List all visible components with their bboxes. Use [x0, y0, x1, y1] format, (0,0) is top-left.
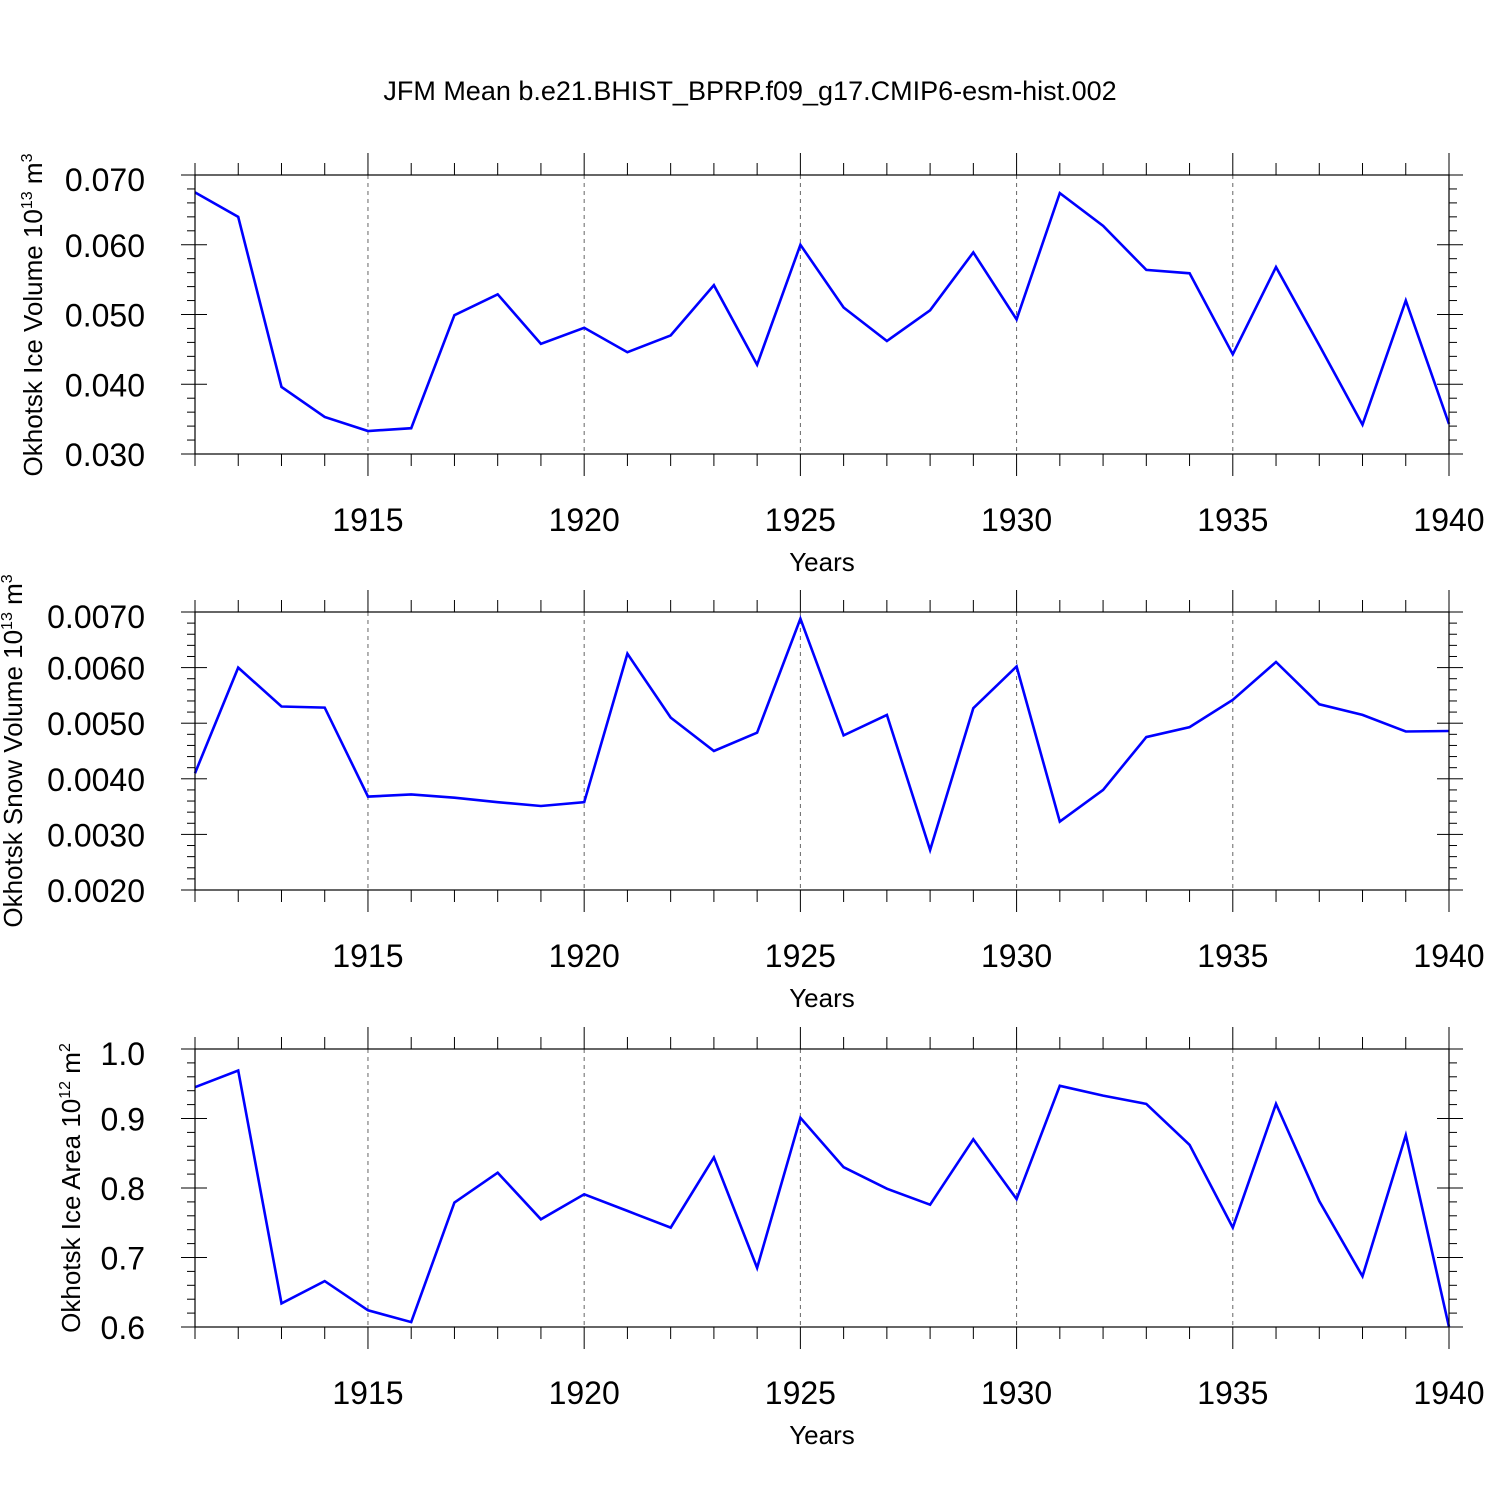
y-tick-label: 0.0060: [47, 651, 145, 687]
y-axis-label-unit: m: [18, 162, 48, 191]
x-axis-label: Years: [789, 1420, 855, 1450]
x-tick-label: 1940: [1413, 1375, 1484, 1411]
y-tick-label: 0.6: [101, 1310, 145, 1346]
x-tick-label: 1915: [332, 938, 403, 974]
series-line-1: [194, 1068, 1451, 1328]
y-tick-label: 0.8: [101, 1171, 145, 1207]
x-tick-label: 1940: [1413, 938, 1484, 974]
y-tick-label: 0.0020: [47, 873, 145, 909]
y-tick-label: 0.030: [65, 437, 145, 473]
x-tick-label: 1935: [1197, 502, 1268, 538]
y-axis-label-unit-exponent: 3: [19, 153, 36, 162]
plot-frame: [194, 1048, 1450, 1328]
x-tick-label: 1925: [765, 938, 836, 974]
y-axis-label-unit-exponent: 2: [57, 1043, 74, 1052]
x-tick-label: 1925: [765, 1375, 836, 1411]
x-tick-label: 1930: [981, 1375, 1052, 1411]
y-tick-label: 0.9: [101, 1102, 145, 1138]
x-tick-label: 1920: [549, 938, 620, 974]
y-axis-label: Okhotsk Ice Volume 1013 m3: [18, 153, 48, 476]
y-tick-label: 0.050: [65, 298, 145, 334]
y-tick-label: 0.070: [65, 162, 145, 198]
series-line-1: [194, 190, 1451, 433]
chart-panels: 0.030 0.040 0.050 0.060 0.070 1915 1920 1925 193…: [0, 153, 1485, 1450]
y-axis-label-unit-exponent: 3: [0, 574, 16, 583]
x-axis-label: Years: [789, 983, 855, 1013]
y-axis-label: Okhotsk Ice Area 1012 m2: [56, 1043, 86, 1333]
x-tick-label: 1935: [1197, 1375, 1268, 1411]
x-tick-label: 1940: [1413, 502, 1484, 538]
x-tick-label: 1930: [981, 938, 1052, 974]
x-tick-label: 1920: [549, 1375, 620, 1411]
plot-frame: [194, 174, 1450, 455]
x-axis-label: Years: [789, 547, 855, 577]
x-tick-label: 1935: [1197, 938, 1268, 974]
y-tick-label: 0.0070: [47, 599, 145, 635]
chart-panel-1: 0.030 0.040 0.050 0.060 0.070 1915 1920 1925 193…: [18, 153, 1485, 577]
y-tick-label: 0.040: [65, 367, 145, 403]
y-axis-label-text: Okhotsk Ice Area 10: [56, 1099, 86, 1333]
y-tick-label: 0.0030: [47, 817, 145, 853]
y-axis-label-text: Okhotsk Snow Volume 10: [0, 630, 28, 928]
y-tick-label: 0.0050: [47, 706, 145, 742]
x-tick-label: 1920: [549, 502, 620, 538]
x-tick-label: 1930: [981, 502, 1052, 538]
y-axis-label-exponent: 12: [57, 1081, 74, 1099]
y-axis-label-unit: m: [56, 1052, 86, 1081]
y-tick-label: 0.060: [65, 228, 145, 264]
series-line-1: [193, 614, 1450, 855]
chart-panel-3: 0.6 0.7 0.8 0.9 1.0 1915 1920 1925 1930 1935 1940 Y…: [56, 1027, 1485, 1450]
x-tick-label: 1915: [332, 1375, 403, 1411]
x-tick-label: 1925: [765, 502, 836, 538]
y-axis-label-text: Okhotsk Ice Volume 10: [18, 209, 48, 476]
chart-panel-2: 0.0020 0.0030 0.0040 0.0050 0.0060 0.0070 1915…: [0, 574, 1485, 1013]
y-axis-label-unit: m: [0, 583, 28, 612]
x-tick-label: 1915: [332, 502, 403, 538]
y-axis-label: Okhotsk Snow Volume 1013 m3: [0, 574, 28, 927]
y-axis-label-exponent: 13: [0, 612, 16, 630]
y-tick-label: 1.0: [101, 1036, 145, 1072]
plot-frame: [194, 611, 1450, 891]
y-tick-label: 0.0040: [47, 762, 145, 798]
figure-title: JFM Mean b.e21.BHIST_BPRP.f09_g17.CMIP6-…: [383, 76, 1116, 106]
y-tick-label: 0.7: [101, 1241, 145, 1277]
y-axis-label-exponent: 13: [19, 191, 36, 209]
